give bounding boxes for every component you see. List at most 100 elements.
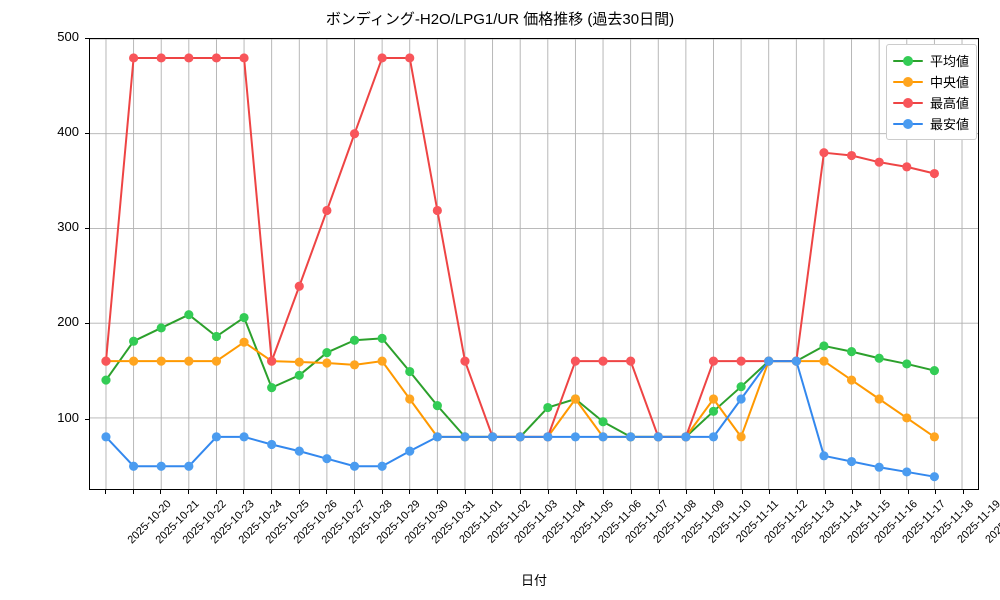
data-point-marker [736,432,746,442]
data-point-marker [846,347,857,357]
data-point-marker [736,382,746,392]
data-point-marker [791,356,801,366]
legend-swatch-icon [893,117,923,131]
legend-item[interactable]: 最安値 [893,113,969,134]
x-tick-label: 2025-10-21 [153,498,202,547]
x-tick-label: 2025-11-16 [872,498,921,546]
data-point-marker [349,461,360,471]
data-point-marker [902,413,912,423]
data-point-marker [736,394,746,404]
legend-item[interactable]: 中央値 [893,71,969,92]
data-point-marker [156,323,166,333]
x-axis-label: 日付 [520,573,547,588]
data-point-marker [239,337,249,347]
data-point-marker [626,432,636,442]
x-tick-label: 2025-10-24 [236,498,285,547]
x-tick-label: 2025-10-27 [319,498,368,547]
legend-item[interactable]: 平均値 [893,50,969,71]
data-point-marker [101,375,111,385]
data-point-marker [902,467,912,477]
x-tick-label: 2025-10-22 [180,498,230,547]
data-point-marker [543,402,553,413]
data-point-marker [101,356,111,366]
data-point-marker [708,406,719,416]
data-point-marker [405,366,415,377]
data-point-marker [846,456,857,467]
x-tick-label: 2025-11-09 [678,498,727,546]
data-point-marker [432,432,442,442]
x-tick-mark [769,490,771,494]
data-point-marker [322,205,332,216]
data-point-marker [653,432,663,442]
data-point-marker [929,365,939,376]
data-point-marker [294,281,304,291]
data-point-marker [129,356,139,366]
data-point-marker [267,383,277,393]
data-point-marker [129,461,139,471]
x-tick-mark [658,490,660,494]
x-tick-mark [271,490,273,494]
x-tick-mark [575,490,577,494]
x-tick-mark [520,490,522,494]
data-point-marker [377,53,387,63]
x-tick-label: 2025-10-20 [125,498,174,547]
y-tick-label: 300 [57,219,79,235]
data-point-marker [846,375,857,385]
data-point-marker [902,359,912,369]
data-point-marker [294,446,304,456]
data-point-marker [267,439,277,450]
x-tick-mark [409,490,411,494]
legend-swatch-icon [893,75,923,89]
y-tick-label: 100 [57,409,79,425]
data-point-marker [515,432,525,442]
legend-label: 平均値 [930,54,970,69]
x-tick-label: 2025-11-06 [595,498,644,546]
x-tick-label: 2025-10-30 [402,498,451,547]
x-tick-mark [686,490,688,494]
x-tick-label: 2025-10-28 [346,498,396,547]
series-line [104,313,936,438]
x-tick-mark [630,490,632,494]
data-point-marker [322,358,332,368]
x-tick-mark [935,490,937,494]
x-tick-mark [215,490,217,494]
legend-item[interactable]: 最高値 [893,92,969,113]
data-point-marker [708,394,719,404]
legend-label: 最安値 [930,117,970,132]
series-line [104,56,936,438]
data-point-marker [681,432,691,442]
x-tick-label: 2025-11-13 [789,498,838,546]
x-tick-mark [907,490,909,494]
x-tick-label: 2025-11-10 [706,498,755,546]
data-point-marker [156,461,166,471]
legend-swatch-icon [893,54,923,68]
x-tick-label: 2025-11-17 [900,498,948,546]
data-point-marker [764,356,774,366]
data-point-marker [211,331,222,342]
data-point-marker [101,432,111,442]
x-tick-mark [243,490,245,494]
data-point-marker [570,432,581,442]
series-line [104,341,936,438]
data-point-marker [487,432,498,442]
x-tick-mark [547,490,549,494]
data-point-marker [156,356,166,366]
data-point-marker [570,356,581,366]
x-tick-label: 2025-11-02 [485,498,533,546]
x-tick-mark [852,490,854,494]
data-point-marker [432,401,442,411]
data-point-marker [929,432,939,442]
data-point-marker [377,356,387,366]
x-tick-label: 2025-11-11 [733,498,782,546]
data-point-marker [349,335,360,345]
data-point-marker [736,356,746,366]
x-tick-label: 2025-11-14 [817,498,865,546]
plot-area [89,38,979,490]
x-tick-mark [796,490,798,494]
data-point-marker [902,162,912,172]
data-point-marker [874,157,884,167]
data-point-marker [460,356,470,366]
data-point-marker [267,356,277,366]
data-point-marker [322,454,332,464]
